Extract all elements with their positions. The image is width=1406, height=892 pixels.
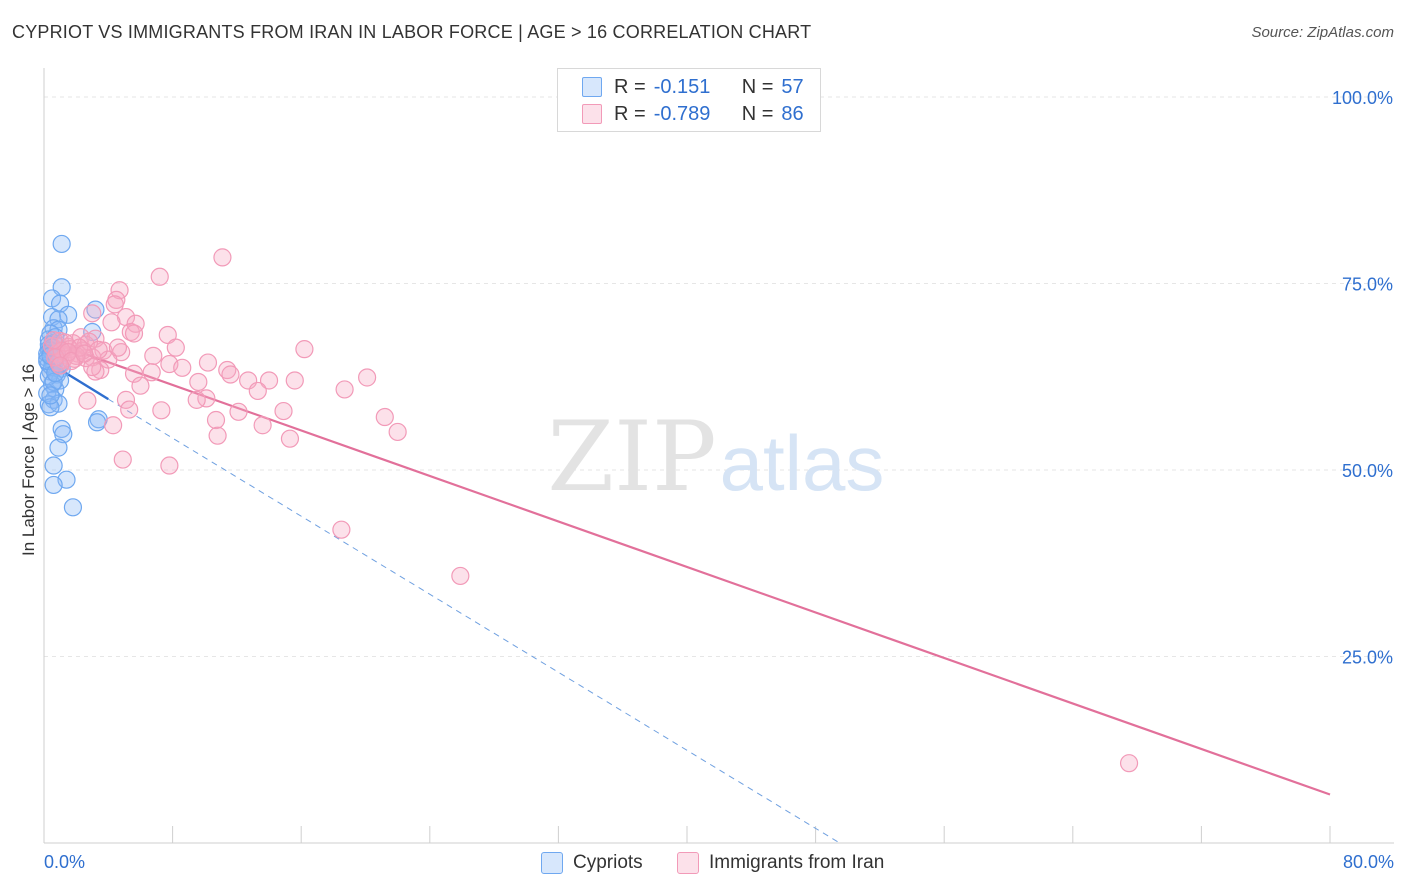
point-iran	[144, 346, 163, 365]
legend-label-iran: Immigrants from Iran	[709, 852, 885, 873]
point-iran	[358, 368, 377, 387]
point-iran	[335, 380, 354, 399]
point-iran	[187, 390, 206, 409]
legend-n-label: N =	[741, 75, 774, 98]
point-iran	[83, 304, 102, 323]
point-iran	[110, 281, 129, 300]
point-iran	[116, 390, 136, 409]
watermark-zip: ZIP	[547, 401, 716, 513]
point-iran	[248, 381, 267, 401]
point-iran	[105, 295, 124, 314]
point-iran	[280, 429, 300, 448]
legend-row-cypriots: R = -0.151 N = 57	[582, 75, 804, 99]
source-label: Source: ZipAtlas.com	[1251, 24, 1394, 41]
point-iran	[131, 376, 150, 395]
point-iran	[160, 456, 179, 475]
point-iran	[388, 422, 407, 442]
point-iran	[208, 426, 227, 445]
point-iran	[102, 313, 121, 332]
point-iran	[253, 416, 272, 435]
point-cypriots	[41, 386, 60, 405]
x-tick-min: 0.0%	[44, 852, 86, 872]
point-cypriots	[54, 425, 73, 444]
legend-r-label: R =	[614, 102, 646, 125]
point-iran	[108, 338, 128, 357]
point-iran	[70, 338, 89, 357]
watermark-atlas: atlas	[720, 419, 885, 507]
point-iran	[198, 353, 218, 372]
chart-title: CYPRIOT VS IMMIGRANTS FROM IRAN IN LABOR…	[12, 22, 812, 42]
legend-row-iran: R = -0.789 N = 86	[582, 102, 804, 126]
point-cypriots	[49, 310, 68, 329]
point-iran	[142, 363, 161, 382]
legend-label-cypriots: Cypriots	[573, 852, 643, 873]
point-iran	[332, 520, 351, 539]
legend-item-cypriots[interactable]: Cypriots	[541, 852, 643, 874]
point-iran	[113, 450, 132, 469]
legend-r-value: -0.151	[653, 75, 711, 98]
point-iran	[213, 248, 232, 267]
point-cypriots	[59, 305, 78, 324]
trend-line-iran	[43, 338, 1331, 796]
point-iran	[295, 340, 314, 359]
point-iran	[50, 356, 70, 375]
y-tick-label: 75.0%	[1342, 275, 1393, 295]
point-iran	[229, 402, 248, 421]
point-cypriots	[52, 234, 71, 254]
legend-swatch-pink	[582, 104, 602, 124]
legend-item-iran[interactable]: Immigrants from Iran	[677, 852, 884, 874]
legend-n-value: 86	[781, 102, 804, 125]
x-tick-max: 80.0%	[1342, 852, 1394, 872]
point-iran	[104, 416, 123, 435]
legend-swatch-blue	[582, 77, 602, 97]
point-iran	[173, 358, 192, 377]
point-iran	[285, 371, 304, 390]
data-points	[38, 234, 1139, 773]
point-iran	[78, 391, 97, 410]
legend-swatch-pink	[677, 852, 699, 874]
legend-swatch-blue	[541, 852, 563, 874]
point-iran	[221, 365, 240, 384]
point-iran	[166, 338, 185, 357]
point-iran	[89, 340, 108, 359]
point-iran	[206, 410, 226, 430]
point-cypriots	[63, 498, 83, 517]
point-iran	[120, 400, 139, 419]
point-iran	[152, 401, 171, 420]
point-iran	[259, 371, 279, 390]
point-cypriots	[49, 438, 68, 457]
point-iran	[197, 389, 216, 408]
point-iran	[75, 344, 94, 363]
legend-n-label: N =	[741, 102, 774, 125]
y-tick-label: 25.0%	[1342, 648, 1393, 668]
watermark: ZIP atlas	[547, 401, 884, 513]
point-iran	[83, 357, 102, 377]
series-legend: Cypriots Immigrants from Iran	[0, 852, 1406, 876]
point-cypriots	[44, 475, 63, 495]
legend-r-value: -0.789	[653, 102, 711, 125]
axes	[43, 68, 1394, 844]
point-iran	[375, 407, 394, 427]
point-cypriots	[44, 456, 63, 475]
legend-r-label: R =	[614, 75, 646, 98]
point-iran	[451, 566, 470, 586]
y-axis-label: In Labor Force | Age > 16	[19, 363, 38, 557]
point-iran	[124, 324, 144, 343]
point-iran	[189, 372, 208, 392]
point-iran	[150, 267, 169, 286]
point-iran	[1119, 754, 1139, 773]
point-iran	[274, 401, 293, 421]
y-tick-label: 50.0%	[1342, 461, 1393, 481]
y-tick-labels: 100.0% 75.0% 50.0% 25.0%	[1332, 88, 1393, 668]
point-cypriots	[87, 413, 107, 432]
y-tick-label: 100.0%	[1332, 88, 1393, 108]
point-iran	[44, 331, 63, 350]
legend-n-value: 57	[781, 75, 804, 98]
point-iran	[94, 341, 113, 360]
stats-legend: R = -0.151 N = 57 R = -0.789 N = 86	[557, 68, 821, 132]
